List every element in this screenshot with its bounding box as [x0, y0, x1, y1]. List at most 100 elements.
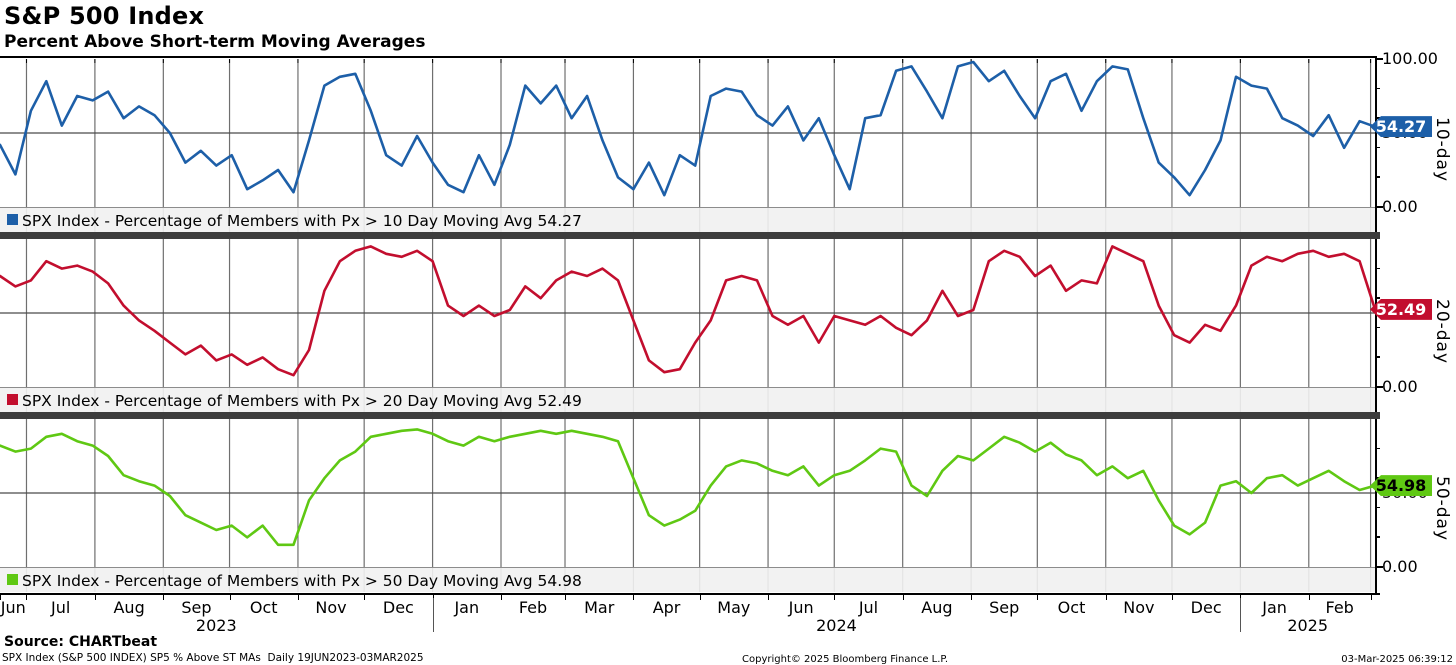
last-value-badge-20-day: 52.49 [1370, 298, 1432, 320]
month-label-may: May [717, 598, 751, 617]
legend-strip [0, 567, 1375, 592]
y-minor-tick [1375, 267, 1380, 270]
legend-strip [0, 207, 1375, 232]
panel-background [0, 59, 1375, 232]
panel-50-day: SPX Index - Percentage of Members with P… [0, 419, 1375, 592]
year-label-2023: 2023 [195, 616, 237, 635]
y-axis-label-0: 0.00 [1382, 557, 1418, 576]
y-minor-tick [1375, 536, 1380, 538]
month-label-feb: Feb [1325, 598, 1354, 617]
legend-text: SPX Index - Percentage of Members with P… [22, 572, 582, 590]
y-major-tick [1375, 386, 1383, 388]
x-axis-tick [768, 595, 770, 600]
x-axis-tick [1308, 595, 1310, 600]
last-value-badge-10-day: 54.27 [1370, 116, 1432, 138]
x-axis-tick [1240, 595, 1242, 600]
month-label-dec: Dec [382, 598, 414, 617]
legend-text: SPX Index - Percentage of Members with P… [22, 212, 582, 230]
x-axis-tick [26, 595, 28, 600]
y-major-tick [1375, 206, 1383, 208]
month-label-feb: Feb [518, 598, 548, 617]
source-label: Source: CHARTbeat [4, 634, 158, 650]
x-axis-tick [1105, 595, 1107, 600]
x-axis-tick [699, 595, 701, 600]
panel-separator [0, 412, 1380, 419]
x-axis-line [0, 593, 1380, 595]
month-label-oct: Oct [249, 598, 278, 617]
x-axis-tick [633, 595, 635, 600]
y-minor-tick [1375, 356, 1380, 358]
year-divider [432, 598, 434, 632]
axis-title-10-day: 10-day [1432, 116, 1452, 182]
y-major-tick [1375, 58, 1383, 60]
month-label-aug: Aug [921, 598, 953, 617]
x-axis-tick [0, 595, 1, 600]
y-axis-label-0: 0.00 [1382, 197, 1418, 216]
series-line-50-day [0, 428, 1375, 547]
last-value-badge-50-day: 54.98 [1370, 475, 1432, 497]
axis-title-50-day: 50-day [1432, 475, 1452, 541]
month-label-sep: Sep [181, 598, 212, 617]
month-label-jul: Jul [858, 598, 879, 617]
month-label-jun: Jun [788, 598, 814, 617]
month-label-nov: Nov [315, 598, 347, 617]
chart-description: SPX Index (S&P 500 INDEX) SP5 % Above ST… [2, 652, 424, 664]
legend-marker-icon [7, 214, 18, 225]
legend-marker-icon [7, 574, 18, 585]
series-line-20-day [0, 245, 1375, 377]
copyright-label: Copyright© 2025 Bloomberg Finance L.P. [742, 654, 949, 665]
year-divider [1240, 598, 1242, 632]
right-axis-line [1375, 56, 1377, 595]
y-minor-tick [1375, 447, 1380, 450]
timestamp-label: 03-Mar-2025 06:39:12 [1341, 654, 1453, 665]
y-minor-tick [1375, 87, 1380, 90]
x-axis-tick [971, 595, 973, 600]
y-minor-tick [1375, 117, 1380, 119]
y-axis-label-0: 0.00 [1382, 377, 1418, 396]
year-label-2025: 2025 [1287, 616, 1329, 635]
month-label-sep: Sep [989, 598, 1020, 617]
month-label-apr: Apr [652, 598, 681, 617]
month-label-nov: Nov [1123, 598, 1155, 617]
chart-subtitle: Percent Above Short-term Moving Averages [4, 32, 426, 52]
x-axis-tick [229, 595, 231, 600]
y-minor-tick [1375, 297, 1380, 299]
legend-marker-icon [7, 394, 18, 405]
month-label-mar: Mar [584, 598, 615, 617]
y-major-tick [1375, 566, 1383, 568]
y-minor-tick [1375, 506, 1380, 509]
x-axis-tick [94, 595, 96, 600]
month-label-jun: Jun [0, 598, 26, 617]
month-label-aug: Aug [113, 598, 145, 617]
panel-background [0, 419, 1375, 592]
y-minor-tick [1375, 477, 1380, 479]
month-label-jan: Jan [454, 598, 480, 617]
panel-20-day: SPX Index - Percentage of Members with P… [0, 239, 1375, 412]
year-label-2024: 2024 [816, 616, 857, 635]
month-label-oct: Oct [1057, 598, 1086, 617]
month-label-jan: Jan [1262, 598, 1287, 617]
x-axis-tick [1171, 595, 1173, 600]
x-axis-tick [163, 595, 165, 600]
x-axis-tick [902, 595, 904, 600]
month-label-jul: Jul [51, 598, 71, 617]
y-minor-tick [1375, 326, 1380, 329]
x-axis-tick [297, 595, 299, 600]
series-line-10-day [0, 60, 1375, 197]
x-axis-tick [364, 595, 366, 600]
x-axis-tick [1370, 595, 1372, 600]
x-axis-tick [1037, 595, 1039, 600]
plot-top-border [0, 56, 1377, 58]
y-axis-label-100: 100.00 [1382, 49, 1438, 68]
panel-separator [0, 232, 1380, 239]
chart-title: S&P 500 Index [4, 2, 205, 30]
x-axis-tick [834, 595, 836, 600]
legend-strip [0, 387, 1375, 412]
x-axis-tick [501, 595, 502, 600]
y-minor-tick [1375, 146, 1380, 149]
legend-text: SPX Index - Percentage of Members with P… [22, 392, 582, 410]
panel-10-day: SPX Index - Percentage of Members with P… [0, 59, 1375, 232]
x-axis-tick [565, 595, 566, 600]
y-minor-tick [1375, 176, 1380, 178]
